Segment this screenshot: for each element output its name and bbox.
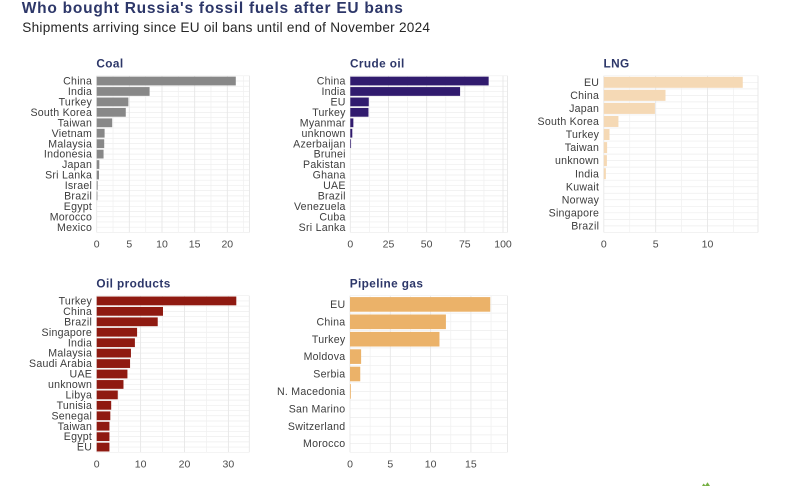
svg-text:5: 5 xyxy=(653,239,659,251)
svg-text:LNG: LNG xyxy=(604,57,630,71)
svg-text:India: India xyxy=(68,86,92,98)
svg-text:Turkey: Turkey xyxy=(312,107,346,119)
svg-text:CREA: CREA xyxy=(714,484,760,486)
svg-text:Brazil: Brazil xyxy=(571,220,599,232)
svg-text:Ghana: Ghana xyxy=(313,170,346,182)
svg-text:Singapore: Singapore xyxy=(549,207,600,219)
svg-text:Myanmar: Myanmar xyxy=(300,117,346,129)
svg-text:Cuba: Cuba xyxy=(319,211,345,223)
svg-text:EU: EU xyxy=(330,97,345,109)
svg-text:0: 0 xyxy=(347,239,353,251)
svg-text:Serbia: Serbia xyxy=(313,369,345,381)
svg-text:Mexico: Mexico xyxy=(57,222,92,234)
svg-text:Taiwan: Taiwan xyxy=(565,142,599,154)
svg-text:30: 30 xyxy=(223,459,235,471)
svg-text:unknown: unknown xyxy=(48,379,92,391)
svg-text:Malaysia: Malaysia xyxy=(48,348,92,360)
svg-text:100: 100 xyxy=(494,239,512,251)
svg-text:China: China xyxy=(316,316,345,328)
svg-text:20: 20 xyxy=(179,459,191,471)
svg-text:Turkey: Turkey xyxy=(566,129,600,141)
svg-text:India: India xyxy=(321,86,345,98)
svg-text:15: 15 xyxy=(465,459,477,471)
svg-text:Israel: Israel xyxy=(65,180,92,192)
svg-text:Shipments arriving since EU oi: Shipments arriving since EU oil bans unt… xyxy=(22,20,430,35)
svg-text:Japan: Japan xyxy=(62,159,92,171)
svg-text:Turkey: Turkey xyxy=(59,296,93,308)
svg-text:San Marino: San Marino xyxy=(289,403,346,415)
svg-text:Turkey: Turkey xyxy=(312,334,346,346)
svg-text:Vietnam: Vietnam xyxy=(52,128,92,140)
svg-text:0: 0 xyxy=(601,239,607,251)
svg-text:Egypt: Egypt xyxy=(64,431,92,443)
svg-text:Coal: Coal xyxy=(96,57,123,71)
svg-text:20: 20 xyxy=(221,239,233,251)
svg-text:0: 0 xyxy=(94,239,100,251)
svg-text:India: India xyxy=(68,337,92,349)
svg-text:0: 0 xyxy=(94,459,100,471)
svg-text:unknown: unknown xyxy=(302,128,346,140)
svg-text:China: China xyxy=(317,76,346,88)
svg-text:Turkey: Turkey xyxy=(59,97,93,109)
svg-text:Brazil: Brazil xyxy=(64,190,92,202)
svg-text:0: 0 xyxy=(347,459,353,471)
svg-text:Indonesia: Indonesia xyxy=(44,149,92,161)
svg-text:Morocco: Morocco xyxy=(50,211,92,223)
svg-text:10: 10 xyxy=(702,239,714,251)
svg-text:China: China xyxy=(570,90,599,102)
svg-text:Japan: Japan xyxy=(569,103,599,115)
svg-text:5: 5 xyxy=(387,459,393,471)
svg-text:5: 5 xyxy=(126,239,132,251)
svg-text:Egypt: Egypt xyxy=(64,201,92,213)
svg-text:Morocco: Morocco xyxy=(303,438,345,450)
svg-text:50: 50 xyxy=(421,239,433,251)
svg-text:Tunisia: Tunisia xyxy=(57,400,93,412)
svg-text:South Korea: South Korea xyxy=(538,116,600,128)
svg-text:EU: EU xyxy=(77,442,92,454)
svg-text:UAE: UAE xyxy=(323,180,346,192)
svg-text:Brazil: Brazil xyxy=(64,316,92,328)
svg-text:25: 25 xyxy=(383,239,395,251)
svg-text:Norway: Norway xyxy=(562,194,600,206)
svg-text:China: China xyxy=(63,306,92,318)
svg-text:Brazil: Brazil xyxy=(318,190,346,202)
svg-text:10: 10 xyxy=(425,459,437,471)
svg-text:Taiwan: Taiwan xyxy=(58,117,92,129)
svg-text:UAE: UAE xyxy=(70,369,93,381)
svg-text:Libya: Libya xyxy=(66,389,93,401)
svg-text:Switzerland: Switzerland xyxy=(288,421,346,433)
svg-text:Kuwait: Kuwait xyxy=(566,181,599,193)
svg-text:unknown: unknown xyxy=(555,155,599,167)
svg-text:Senegal: Senegal xyxy=(51,410,92,422)
svg-text:N. Macedonia: N. Macedonia xyxy=(277,386,345,398)
svg-text:10: 10 xyxy=(156,239,168,251)
svg-text:Pakistan: Pakistan xyxy=(303,159,346,171)
svg-text:Crude oil: Crude oil xyxy=(350,57,405,71)
svg-text:Who bought Russia's fossil fue: Who bought Russia's fossil fuels after E… xyxy=(22,0,404,17)
svg-text:15: 15 xyxy=(189,239,201,251)
svg-text:China: China xyxy=(63,76,92,88)
svg-text:Saudi Arabia: Saudi Arabia xyxy=(29,358,92,370)
svg-text:Venezuela: Venezuela xyxy=(294,201,346,213)
svg-text:Sri Lanka: Sri Lanka xyxy=(299,222,346,234)
svg-text:Azerbaijan: Azerbaijan xyxy=(293,138,346,150)
svg-text:Sri Lanka: Sri Lanka xyxy=(45,170,92,182)
svg-text:75: 75 xyxy=(459,239,471,251)
svg-text:Taiwan: Taiwan xyxy=(58,421,92,433)
svg-text:10: 10 xyxy=(135,459,147,471)
svg-text:India: India xyxy=(575,168,599,180)
svg-text:Pipeline gas: Pipeline gas xyxy=(350,276,424,290)
svg-text:EU: EU xyxy=(584,77,599,89)
svg-text:Oil products: Oil products xyxy=(96,276,170,290)
svg-text:South Korea: South Korea xyxy=(30,107,92,119)
svg-text:Brunei: Brunei xyxy=(314,149,346,161)
svg-text:Moldova: Moldova xyxy=(304,351,346,363)
svg-text:Singapore: Singapore xyxy=(42,327,93,339)
svg-text:EU: EU xyxy=(330,299,345,311)
svg-text:Malaysia: Malaysia xyxy=(48,138,92,150)
